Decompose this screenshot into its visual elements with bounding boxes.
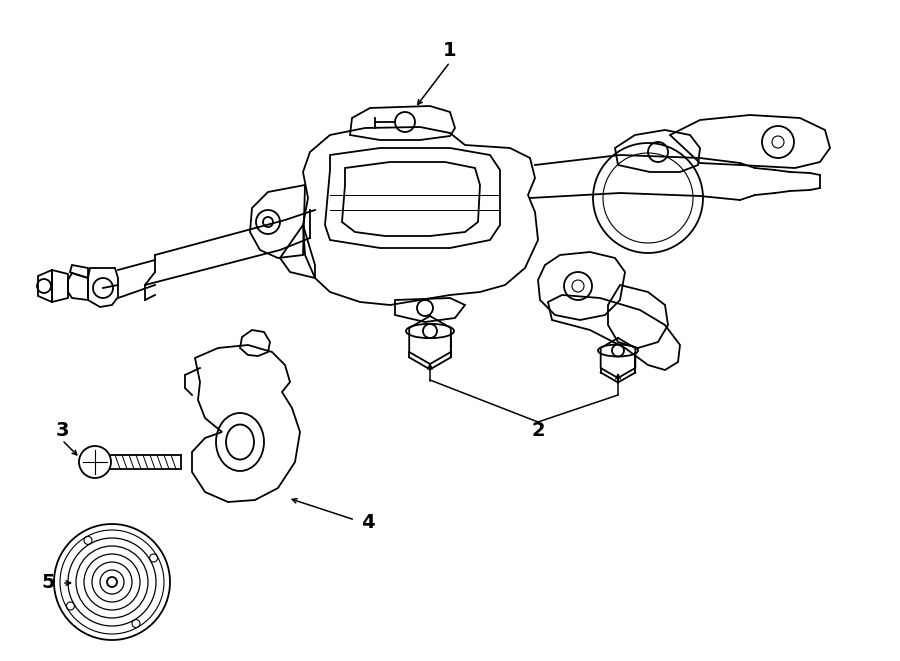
Text: 2: 2 (531, 420, 544, 440)
Text: 5: 5 (41, 574, 55, 592)
Text: 3: 3 (55, 420, 68, 440)
Text: 4: 4 (361, 514, 374, 533)
Text: 1: 1 (443, 40, 457, 59)
